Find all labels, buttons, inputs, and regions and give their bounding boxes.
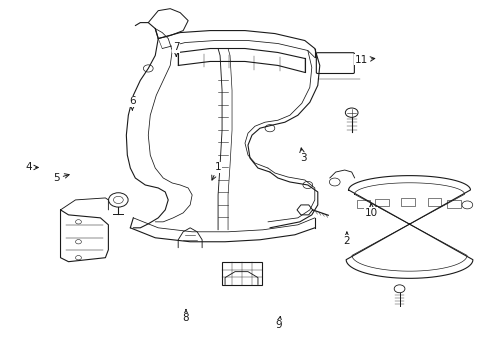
Text: 4: 4 <box>25 162 38 172</box>
Bar <box>374 198 388 206</box>
Bar <box>427 198 440 206</box>
Text: 11: 11 <box>354 55 374 65</box>
Bar <box>447 200 460 208</box>
Text: 5: 5 <box>53 173 69 183</box>
Text: 9: 9 <box>275 316 282 330</box>
Text: 1: 1 <box>211 162 221 180</box>
Text: 6: 6 <box>129 96 135 110</box>
Text: 3: 3 <box>299 148 305 163</box>
FancyBboxPatch shape <box>316 53 354 73</box>
Bar <box>222 262 262 285</box>
Text: 8: 8 <box>183 310 189 323</box>
Text: 10: 10 <box>364 204 377 218</box>
Bar <box>356 200 369 208</box>
Text: 2: 2 <box>343 232 349 246</box>
Bar <box>400 198 414 206</box>
Text: 7: 7 <box>173 42 179 56</box>
